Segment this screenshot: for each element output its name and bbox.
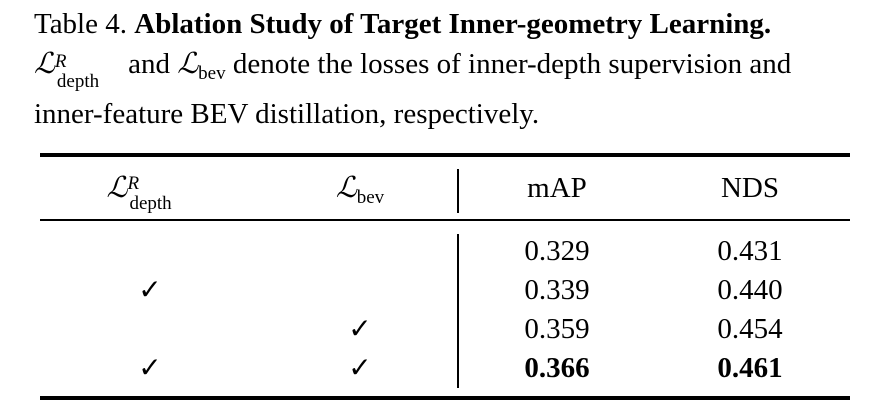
caption-text-a: denote the losses of inner-depth supervi… xyxy=(232,48,792,80)
row-4-depth-check: ✓ xyxy=(138,351,162,384)
row-3-nds: 0.454 xyxy=(717,313,783,345)
row-4-nds: 0.461 xyxy=(717,352,783,384)
table-caption: Table 4. Ablation Study of Target Inner-… xyxy=(34,4,864,134)
row-1-map: 0.329 xyxy=(524,235,590,267)
row-2-nds: 0.440 xyxy=(717,274,783,306)
table-bottom-rule xyxy=(40,396,850,400)
row-4-map: 0.366 xyxy=(524,352,590,384)
header-bev-loss: ℒbev xyxy=(335,172,385,208)
row-2-depth-check: ✓ xyxy=(138,273,162,306)
caption-symbol-bev: ℒbev xyxy=(177,48,226,84)
header-map: mAP xyxy=(527,172,587,204)
row-2-map: 0.339 xyxy=(524,274,590,306)
caption-text-b: inner-feature BEV distillation, respecti… xyxy=(34,98,540,130)
row-1-nds: 0.431 xyxy=(717,235,783,267)
row-3-bev-check: ✓ xyxy=(348,312,372,345)
caption-label: Table 4. xyxy=(34,8,127,40)
table-header-rule xyxy=(40,219,850,221)
row-3-map: 0.359 xyxy=(524,313,590,345)
caption-title: Ablation Study of Target Inner-geometry … xyxy=(134,8,772,40)
table-top-rule xyxy=(40,153,850,157)
body-column-divider xyxy=(457,234,459,388)
caption-and: and xyxy=(128,48,171,80)
header-nds: NDS xyxy=(720,172,779,204)
row-4-bev-check: ✓ xyxy=(348,351,372,384)
header-column-divider xyxy=(457,169,459,213)
